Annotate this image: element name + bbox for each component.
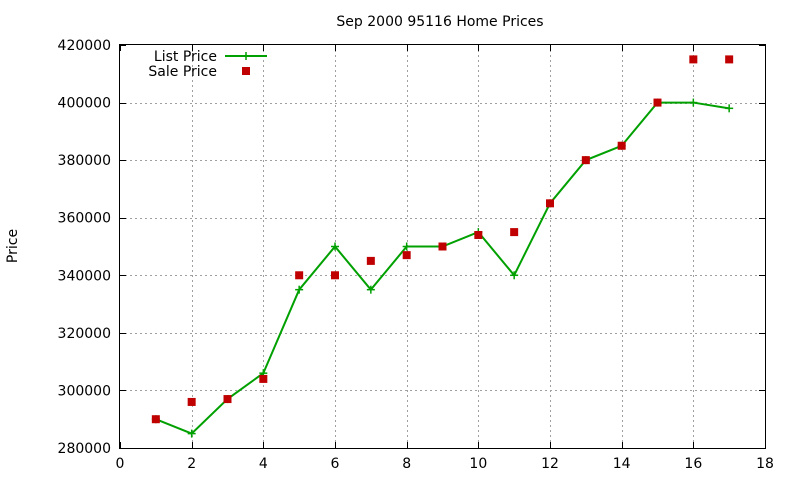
y-tick-label: 400000 [58, 96, 111, 112]
data-point [295, 285, 304, 294]
plot-frame [119, 44, 766, 449]
x-tick-label: 10 [469, 456, 487, 472]
tick-labels: 0 2 4 6 8 10 12 14 16 18 280000 300000 320000 340000 3… [58, 38, 774, 472]
data-point [725, 55, 734, 64]
series-list-price [151, 98, 734, 438]
data-point [402, 251, 411, 260]
x-tick-label: 14 [613, 456, 631, 472]
data-point [546, 199, 554, 208]
data-point [402, 242, 411, 251]
x-tick-label: 12 [541, 456, 559, 472]
data-point [331, 271, 339, 280]
series-line [155, 101, 730, 435]
data-point [581, 156, 590, 165]
data-point [617, 141, 626, 150]
data-point [510, 271, 519, 280]
legend-marker [242, 67, 250, 75]
y-tick-label: 360000 [58, 211, 111, 227]
data-point [151, 415, 160, 424]
y-tick-label: 380000 [58, 153, 111, 169]
legend-marker [242, 52, 250, 60]
data-point [438, 242, 447, 251]
chart-title: Sep 2000 95116 Home Prices [336, 14, 543, 30]
y-tick-label: 280000 [58, 441, 111, 457]
x-tick-label: 4 [259, 456, 268, 472]
series-sale-price [151, 55, 734, 424]
y-tick-label: 420000 [58, 38, 111, 54]
data-point [295, 271, 304, 280]
data-point [689, 55, 698, 64]
data-point [259, 374, 268, 383]
data-point [653, 98, 662, 107]
data-point [689, 98, 698, 107]
data-point [510, 228, 519, 237]
data-point [331, 242, 339, 251]
data-point [223, 395, 232, 404]
x-tick-label: 2 [187, 456, 196, 472]
x-tick-label: 16 [684, 456, 702, 472]
x-tick-label: 18 [756, 456, 774, 472]
x-tick-label: 6 [331, 456, 340, 472]
y-axis-label: Price [5, 229, 21, 263]
data-point [474, 230, 483, 239]
data-point [725, 104, 734, 113]
legend-label: Sale Price [148, 64, 217, 80]
y-tick-label: 340000 [58, 268, 111, 284]
data-point [187, 429, 196, 438]
x-tick-label: 0 [116, 456, 125, 472]
legend-label: List Price [154, 49, 217, 65]
data-point [366, 285, 375, 294]
x-tick-label: 8 [402, 456, 411, 472]
plot-series [151, 55, 734, 438]
y-tick-label: 300000 [58, 383, 111, 399]
data-point [366, 256, 375, 265]
data-point [187, 397, 196, 406]
y-tick-label: 320000 [58, 326, 111, 342]
